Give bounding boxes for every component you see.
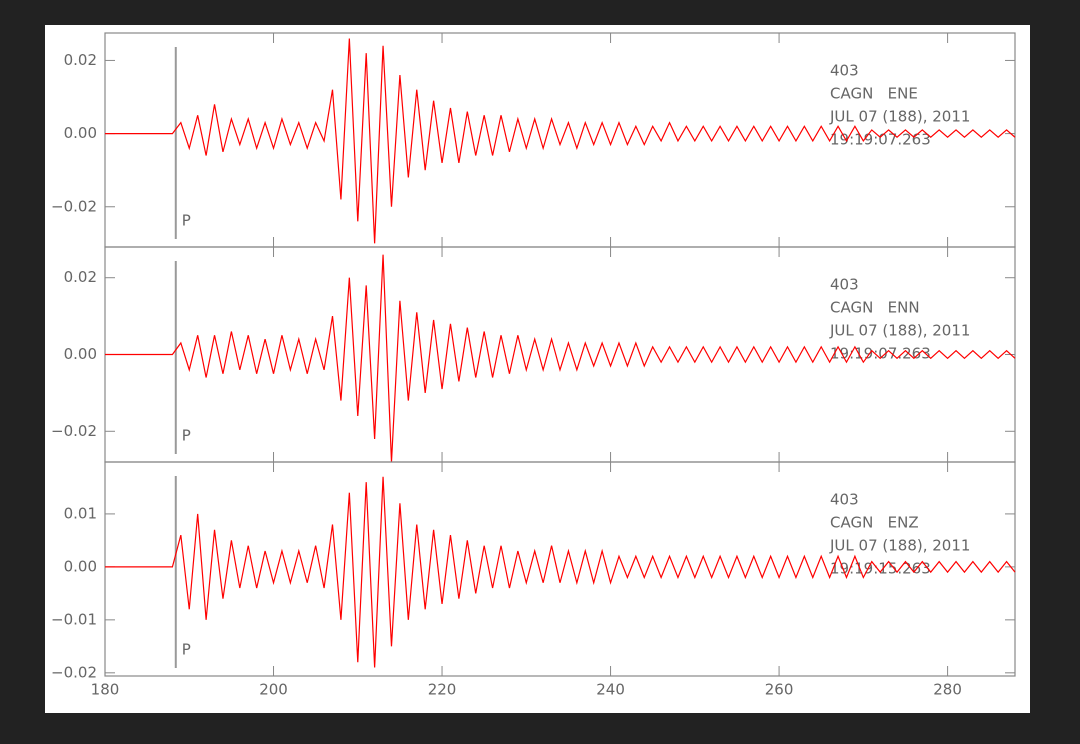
trace-label: 19:19:07.263	[830, 345, 931, 363]
y-tick-label: 0.02	[64, 51, 97, 69]
y-tick-label: 0.01	[64, 504, 97, 522]
waveform	[105, 38, 1016, 244]
pick-label: P	[182, 212, 191, 230]
trace-label: JUL 07 (188), 2011	[829, 537, 970, 555]
x-tick-label: 260	[765, 681, 794, 699]
y-tick-label: 0.00	[64, 345, 97, 363]
panel-frame	[104, 461, 1016, 677]
trace-label: JUL 07 (188), 2011	[829, 108, 970, 126]
y-tick-label: −0.02	[51, 422, 97, 440]
x-tick-label: 240	[596, 681, 625, 699]
y-tick-label: −0.01	[51, 610, 97, 628]
y-tick-label: 0.00	[64, 557, 97, 575]
x-tick-label: 180	[91, 681, 120, 699]
x-tick-label: 220	[428, 681, 457, 699]
waveform	[105, 254, 1016, 463]
trace-label: 19:19:15.263	[830, 560, 931, 578]
y-tick-label: 0.02	[64, 268, 97, 286]
x-tick-label: 200	[259, 681, 288, 699]
trace-label: 19:19:07.263	[830, 131, 931, 149]
waveform	[105, 476, 1016, 668]
trace-label: CAGN ENE	[830, 85, 918, 103]
y-tick-label: 0.00	[64, 124, 97, 142]
trace-label: 403	[830, 276, 859, 294]
pick-label: P	[182, 427, 191, 445]
x-tick-label: 280	[933, 681, 962, 699]
trace-label: CAGN ENZ	[830, 514, 919, 532]
trace-label: 403	[830, 491, 859, 509]
y-tick-label: −0.02	[51, 197, 97, 215]
pick-label: P	[182, 641, 191, 659]
trace-label: 403	[830, 62, 859, 80]
y-tick-label: −0.02	[51, 663, 97, 681]
trace-label: JUL 07 (188), 2011	[829, 322, 970, 340]
trace-label: CAGN ENN	[830, 299, 920, 317]
